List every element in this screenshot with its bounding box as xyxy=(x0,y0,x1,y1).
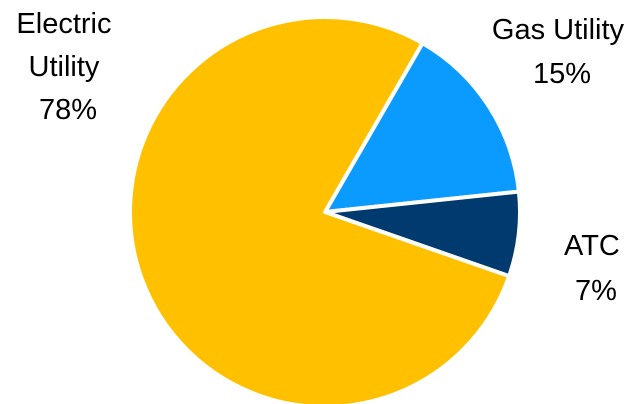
pie-slice-electric-utility xyxy=(128,15,512,404)
gas-utility-label-line-1: Gas Utility xyxy=(492,14,625,46)
atc-label-line-1: ATC xyxy=(564,230,620,262)
electric-utility-label-line-3: 78% xyxy=(39,94,97,126)
electric-utility-label-line-2: Utility xyxy=(29,51,100,83)
slice-label-gas-utility: Gas Utility 15% xyxy=(492,14,632,90)
pie-slice-gas-utility xyxy=(323,41,521,214)
gas-utility-label-line-2: 15% xyxy=(533,58,591,90)
atc-label-line-2: 7% xyxy=(575,275,617,307)
slice-label-atc: ATC 7% xyxy=(564,230,628,307)
slice-label-electric-utility: Electric Utility 78% xyxy=(16,8,119,126)
pie-slices xyxy=(128,15,522,404)
electric-utility-label-line-1: Electric xyxy=(16,8,111,40)
